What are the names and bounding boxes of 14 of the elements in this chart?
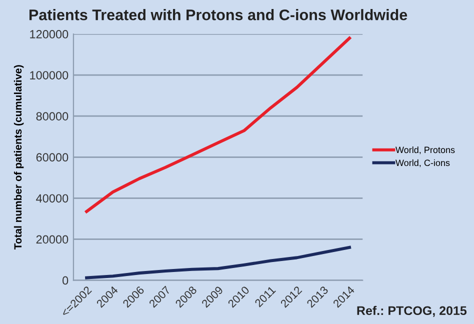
y-tick-label: 20000 — [36, 235, 68, 244]
legend-label: World, Protons — [396, 146, 455, 154]
y-tick-label: 60000 — [36, 153, 68, 162]
chart-title: Patients Treated with Protons and C-ions Worldwide — [29, 9, 408, 20]
line-series — [85, 36, 351, 214]
y-tick-label: 100000 — [30, 71, 68, 80]
legend-label: World, C-ions — [396, 159, 450, 168]
y-tick-label: 0 — [62, 276, 68, 285]
y-tick-label: 120000 — [30, 30, 68, 38]
line-series — [85, 246, 351, 280]
y-axis-title: Total number of patients (cumulative) — [14, 65, 24, 250]
y-tick-label: 40000 — [36, 194, 68, 203]
text: Ref.: PTCOG, 2015 — [357, 306, 467, 317]
y-tick-label: 80000 — [36, 112, 68, 120]
